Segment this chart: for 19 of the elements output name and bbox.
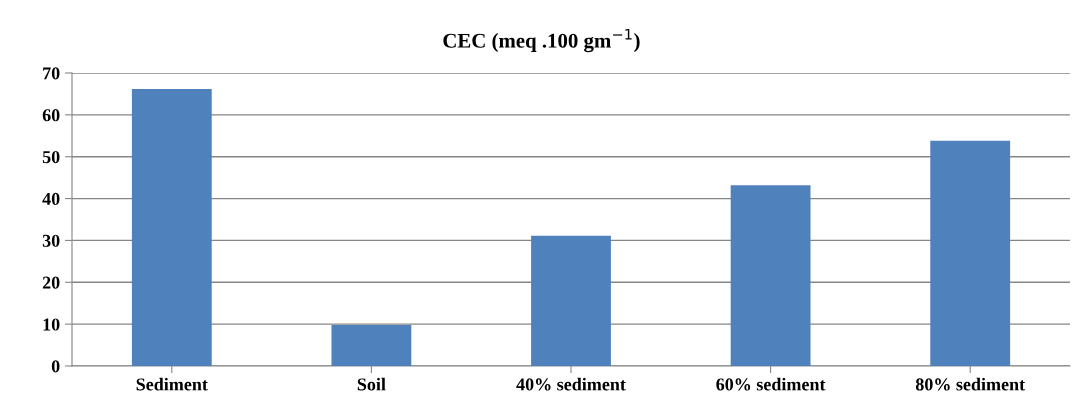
bar: [730, 185, 811, 366]
y-tick-label: 30: [42, 234, 60, 247]
x-tick-label: Soil: [357, 377, 386, 391]
bar: [131, 88, 212, 366]
y-tick-label: 70: [43, 67, 60, 80]
y-tick-label: 40: [42, 192, 60, 206]
x-tick-label: Sediment: [136, 377, 208, 391]
bar: [930, 140, 1011, 366]
x-tick-label: 60% sediment: [716, 377, 826, 391]
bar: [331, 324, 412, 366]
bar: [531, 235, 611, 366]
chart-title: CEC (meq .100 gm$^{−1}$): [443, 28, 640, 53]
y-tick-label: 20: [42, 276, 60, 289]
x-tick-label: 80% sediment: [915, 377, 1026, 391]
y-tick-label: 10: [43, 318, 60, 331]
x-tick-label: 40% sediment: [516, 377, 626, 391]
y-tick-label: 50: [42, 150, 60, 164]
y-tick-label: 0: [51, 360, 60, 373]
y-tick-label: 60: [42, 109, 60, 122]
